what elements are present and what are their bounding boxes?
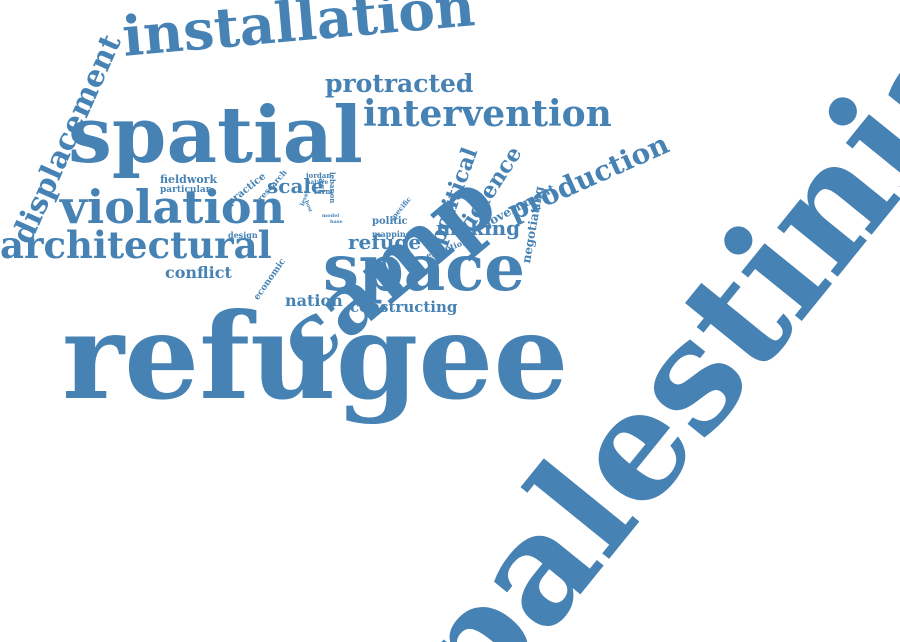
word-act: act xyxy=(316,178,326,194)
word-architectural: architectural xyxy=(0,223,272,267)
word-base: base xyxy=(330,219,343,225)
word-form: form xyxy=(314,187,333,196)
word-mapping: mapping xyxy=(372,229,412,239)
word-installation: installation xyxy=(119,0,478,69)
word-making: making xyxy=(436,216,521,240)
word-politic: politic xyxy=(372,216,408,227)
word-nation: nation xyxy=(285,291,343,310)
word-protracted: protracted xyxy=(325,69,474,98)
word-refugee: refugee xyxy=(62,287,569,426)
word-jordan: jordan xyxy=(306,171,332,180)
word-host: host xyxy=(303,199,314,214)
word-design: design xyxy=(228,230,258,240)
word-intervention: intervention xyxy=(363,93,612,135)
word-violation: violation xyxy=(60,180,286,234)
word-spatial: spatial xyxy=(68,90,363,181)
word-refuge: refuge xyxy=(348,230,422,254)
word-conflict: conflict xyxy=(165,263,232,282)
word-scale: scale xyxy=(267,174,324,198)
word-model: model xyxy=(322,213,340,219)
word-particular: particular xyxy=(160,185,211,195)
word-constructing: constructing xyxy=(350,298,458,316)
word-space: space xyxy=(323,231,525,306)
word-nature: nature xyxy=(306,179,329,186)
word-fieldwork: fieldwork xyxy=(160,173,218,186)
